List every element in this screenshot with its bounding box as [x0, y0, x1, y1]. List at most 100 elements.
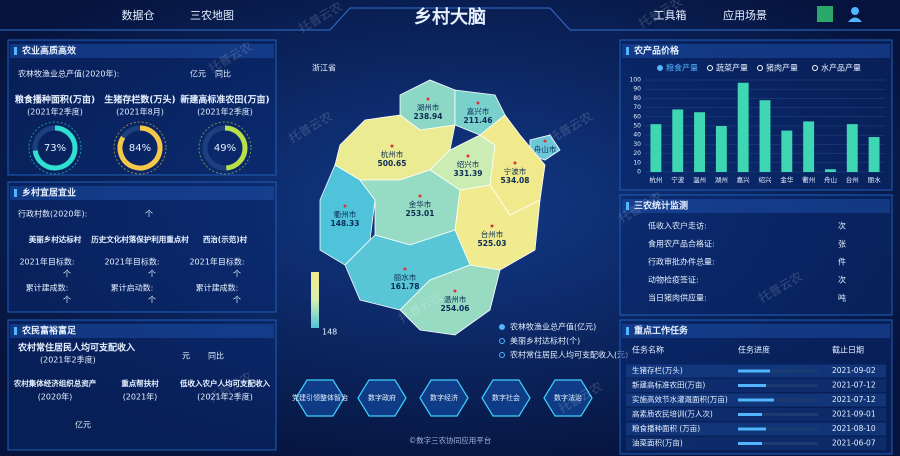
user-icon[interactable] — [851, 7, 859, 15]
column-name: 西治(示范)村 — [203, 234, 248, 244]
progress-track — [738, 442, 818, 445]
region-value: 254.06 — [441, 304, 470, 313]
hex-button[interactable] — [481, 379, 531, 417]
layer-option[interactable]: 农林牧渔业总产值(亿元) — [510, 322, 596, 332]
field-label: 农村常住居民人均可支配收入 — [17, 342, 135, 354]
panel-title-mark — [626, 202, 629, 210]
nav-item[interactable]: 数据仓 — [122, 8, 155, 22]
field-label: 2021年目标数: — [19, 257, 74, 267]
legend-label[interactable]: 蔬菜产量 — [716, 63, 748, 73]
hex-button-label[interactable]: 数字法治 — [554, 393, 582, 402]
hex-button[interactable] — [357, 379, 407, 417]
task-date: 2021-08-10 — [832, 424, 876, 433]
region-name: 绍兴市 — [457, 159, 480, 169]
field-label: 2021年目标数: — [104, 257, 159, 267]
region-value: 500.65 — [378, 159, 407, 168]
gauge-arc — [32, 125, 78, 171]
legend-dot[interactable] — [707, 65, 713, 71]
unit: 次 — [838, 221, 846, 231]
item-name: 低收入农户人均可支配收入 — [179, 378, 270, 388]
nav-item[interactable]: 应用场景 — [723, 8, 767, 22]
bar — [715, 126, 727, 172]
region-dot — [426, 97, 430, 101]
map-region[interactable] — [399, 264, 501, 336]
unit: 个 — [63, 296, 71, 305]
map-title: 浙江省 — [312, 63, 336, 73]
unit: 亿元 — [75, 420, 91, 430]
layer-radio[interactable] — [499, 338, 505, 344]
map-region[interactable] — [319, 164, 376, 266]
qr-icon[interactable] — [817, 6, 833, 22]
region-dot — [403, 267, 407, 271]
region-name: 衢州市 — [334, 209, 357, 219]
x-tick-label: 宁波 — [671, 175, 685, 184]
gauge-value: 49% — [214, 143, 236, 154]
y-tick-label: 10 — [633, 159, 641, 166]
field-label: (2021年2季度) — [40, 355, 96, 365]
legend-dot[interactable] — [757, 65, 763, 71]
hex-button[interactable] — [295, 379, 345, 417]
field-label: 累计建成数: — [196, 283, 239, 293]
nav-item[interactable]: 工具箱 — [654, 8, 687, 22]
layer-option[interactable]: 农村常住居民人均可支配收入(元) — [510, 350, 628, 360]
field-label: 同比 — [208, 351, 224, 361]
layer-radio[interactable] — [499, 324, 505, 330]
layer-radio[interactable] — [499, 352, 505, 358]
region-name: 金华市 — [409, 199, 432, 209]
progress-bar — [738, 398, 774, 402]
footer: ©数字三农协同应用平台 — [409, 435, 492, 445]
hex-button-label[interactable]: 数字社会 — [492, 393, 520, 402]
task-date: 2021-09-02 — [832, 366, 876, 375]
region-value: 331.39 — [454, 169, 483, 178]
region-name: 丽水市 — [394, 272, 417, 282]
panel — [619, 194, 893, 316]
legend-label[interactable]: 猪肉产量 — [766, 63, 798, 73]
progress-track — [738, 413, 818, 416]
bar — [737, 82, 749, 172]
legend-dot[interactable] — [657, 65, 663, 71]
layer-option[interactable]: 美丽乡村达标村(个) — [510, 336, 580, 346]
item-name: 重点帮扶村 — [121, 378, 159, 388]
hex-button[interactable] — [543, 379, 593, 417]
unit: 次 — [838, 275, 846, 285]
item-period: (2021年2季度) — [197, 392, 253, 402]
stat-label: 行政审批办件总量: — [648, 257, 715, 267]
y-tick-label: 70 — [633, 104, 641, 111]
panel-title-bar — [10, 186, 274, 200]
nav-item[interactable]: 三农地图 — [190, 8, 234, 22]
hex-button[interactable] — [419, 379, 469, 417]
region-name: 杭州市 — [381, 149, 404, 159]
legend-label[interactable]: 粮食产量 — [666, 63, 698, 73]
hex-button-label[interactable]: 数字政府 — [368, 393, 396, 402]
panel-title-mark — [14, 47, 17, 55]
panel — [619, 39, 893, 191]
header-frame — [0, 7, 900, 31]
y-tick-label: 80 — [633, 95, 641, 102]
region-dot — [476, 101, 480, 105]
gauge-name: 粮食播种面积(万亩) — [15, 94, 95, 106]
map-region[interactable] — [344, 229, 471, 311]
panel-title: 乡村宜居宜业 — [22, 187, 76, 199]
progress-bar — [738, 369, 770, 373]
hex-button-label[interactable]: 数字经济 — [430, 393, 458, 402]
legend-label[interactable]: 水产品产量 — [821, 63, 861, 73]
gauge-period: (2021年2季度) — [197, 107, 253, 117]
y-tick-label: 40 — [633, 132, 641, 139]
hex-button-label[interactable]: 党建引领整体智治 — [292, 393, 348, 402]
user-icon-body — [848, 17, 862, 22]
x-tick-label: 湖州 — [715, 175, 728, 184]
bar — [759, 100, 771, 172]
legend-dot[interactable] — [812, 65, 818, 71]
gauge-period: (2021年8月) — [116, 107, 164, 117]
panel-title-bar — [622, 199, 890, 213]
region-name: 台州市 — [481, 229, 504, 239]
unit: 个 — [233, 296, 241, 305]
progress-track — [738, 427, 818, 431]
y-tick-label: 30 — [633, 141, 641, 148]
unit: 亿元 — [190, 69, 206, 79]
stat-label: 动物检疫签证: — [648, 275, 699, 285]
progress-track — [738, 384, 818, 387]
column-header: 任务进度 — [738, 345, 770, 355]
region-name: 温州市 — [444, 294, 467, 304]
